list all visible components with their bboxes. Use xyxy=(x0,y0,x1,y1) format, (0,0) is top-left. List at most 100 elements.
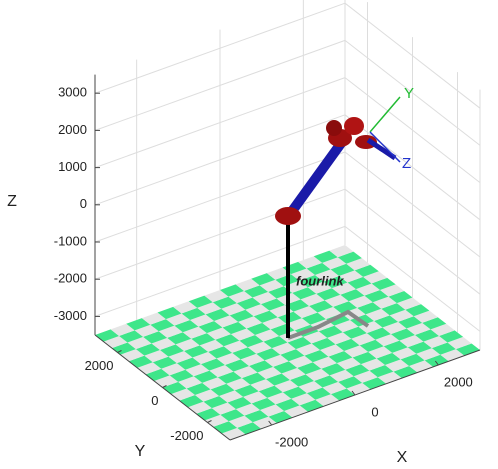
floor-tile xyxy=(337,251,362,264)
floor-tile xyxy=(215,334,240,347)
robot-name: fourlink xyxy=(296,273,344,288)
tick-mark xyxy=(351,390,356,396)
z-tick-label: 1000 xyxy=(58,159,87,174)
floor-tile xyxy=(439,330,464,343)
floor-tile xyxy=(128,355,153,368)
floor-tile xyxy=(455,343,480,356)
floor-tile xyxy=(348,295,373,308)
x-tick-label: 0 xyxy=(371,404,378,419)
floor-tile xyxy=(365,308,390,321)
floor-tile xyxy=(318,325,343,338)
floor-tile xyxy=(314,375,339,388)
floor-tile xyxy=(407,341,432,354)
floor-tile xyxy=(329,369,354,382)
floor-tile xyxy=(184,345,209,358)
floor-tile xyxy=(234,384,259,397)
floor-tile xyxy=(238,316,263,329)
floor-tile xyxy=(285,299,310,312)
floor-tile xyxy=(392,347,417,360)
floor-tile xyxy=(303,331,328,344)
floor-tile xyxy=(214,315,239,328)
floor-tile xyxy=(284,405,309,418)
floor-tile xyxy=(176,357,201,370)
robot-shadow xyxy=(287,309,370,340)
robot-joint xyxy=(344,117,364,135)
floor-tile xyxy=(219,390,244,403)
frame-axis xyxy=(369,131,401,163)
z-axis-label: Z xyxy=(7,193,17,210)
floor-tile xyxy=(352,351,377,365)
floor-tile xyxy=(297,362,322,375)
floor-tile xyxy=(211,402,236,415)
floor-tile xyxy=(170,388,195,401)
floor-tile xyxy=(315,269,340,282)
floor-tile xyxy=(169,369,194,382)
floor-tile xyxy=(253,310,278,323)
floor-tile xyxy=(422,317,447,330)
floor-tile xyxy=(431,342,456,355)
floor-tile xyxy=(388,290,413,304)
floor-tile xyxy=(168,350,193,364)
floor-tile xyxy=(260,298,285,311)
floor-tile xyxy=(399,335,424,348)
floor-tile xyxy=(247,341,272,354)
floor-tile xyxy=(382,321,407,335)
floor-tile xyxy=(320,344,345,357)
plot-area: -3000 -2000 -1000 0 1000 2000 3000 -2000 0 2000 -2… xyxy=(54,0,481,449)
z-tick-label: 2000 xyxy=(58,122,87,137)
floor-tile xyxy=(186,382,211,395)
floor-tile xyxy=(360,358,385,371)
floor-tile xyxy=(259,279,284,292)
floor-tile xyxy=(208,346,233,359)
floor-tile xyxy=(313,250,338,263)
floor-tile xyxy=(398,316,423,329)
floor-tile xyxy=(252,416,277,429)
floor-tile xyxy=(447,336,472,350)
floor-tile xyxy=(306,387,331,400)
floor-tile xyxy=(203,395,228,409)
floor-tile xyxy=(110,323,135,336)
floor-tile xyxy=(389,309,414,322)
z-tick-label: -3000 xyxy=(54,308,87,323)
floor-tile xyxy=(264,354,289,367)
x-axis-label: X xyxy=(397,449,408,466)
y-tick-label: 0 xyxy=(151,393,158,408)
floor-tile xyxy=(334,320,359,333)
floor-tile xyxy=(251,273,276,286)
floor-tile xyxy=(376,352,401,365)
floor-tile xyxy=(291,393,316,406)
floor-tile xyxy=(281,367,306,380)
floor-tile xyxy=(251,397,276,410)
floor-tile xyxy=(196,408,221,421)
floor-tile xyxy=(377,371,402,384)
floor-tile xyxy=(400,353,425,366)
floor-tile xyxy=(328,350,353,364)
floor-tile xyxy=(368,346,393,359)
floor-tile xyxy=(366,327,391,340)
floor-tile xyxy=(298,380,323,394)
floor-tile xyxy=(413,310,438,323)
y-tick-label: -2000 xyxy=(170,428,203,443)
floor-tile xyxy=(173,301,198,314)
floor-tile xyxy=(268,410,293,424)
floor-tile xyxy=(216,352,241,365)
floor-tile xyxy=(187,401,212,414)
floor-tile xyxy=(195,389,220,402)
floor-tile xyxy=(299,275,324,288)
floor-tile xyxy=(275,398,300,411)
robot-joint xyxy=(326,120,342,136)
floor-tile xyxy=(266,267,291,280)
floor-tile xyxy=(346,258,371,271)
floor-tile xyxy=(225,359,250,372)
floor-tile xyxy=(162,381,187,395)
floor-tile xyxy=(257,366,282,380)
tick-mark xyxy=(162,385,167,388)
floor-tile xyxy=(119,330,144,343)
floor-tile xyxy=(355,283,380,296)
floor-tile xyxy=(206,327,231,340)
floor-tile xyxy=(245,304,270,317)
floor-tile xyxy=(145,368,170,381)
floor-tile xyxy=(299,399,324,412)
floor-tile xyxy=(260,404,285,417)
floor-tile xyxy=(317,306,342,320)
